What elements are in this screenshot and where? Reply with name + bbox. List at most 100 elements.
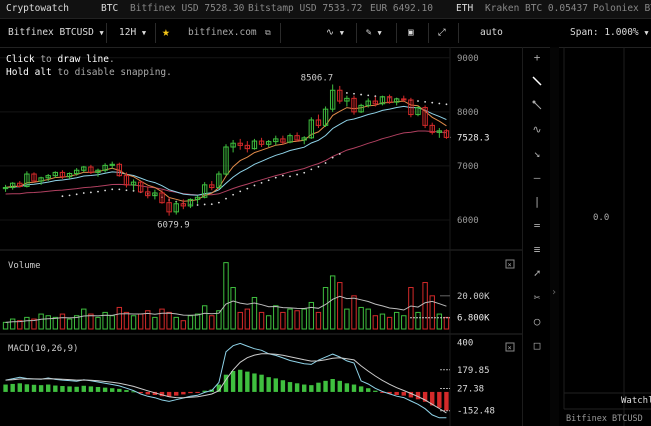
screenshot-icon[interactable]: ▣ xyxy=(408,27,414,38)
hint-text: to xyxy=(34,54,58,65)
ticker-item[interactable]: EUR 6492.10 xyxy=(370,3,433,14)
macd-histogram-bar xyxy=(394,391,399,395)
macd-histogram-bar xyxy=(159,391,165,397)
macd-histogram-bar xyxy=(202,390,207,392)
candle-body xyxy=(393,98,400,103)
psar-dot xyxy=(125,189,128,192)
chevron-down-icon: ▼ xyxy=(644,29,649,37)
candle-body xyxy=(301,137,307,141)
volume-bar xyxy=(194,313,201,330)
candle-body xyxy=(244,144,251,150)
candle-body xyxy=(187,198,194,207)
macd-histogram-bar xyxy=(380,391,385,393)
exchange-link[interactable]: bitfinex.com xyxy=(188,27,257,38)
volume-bar xyxy=(180,320,187,330)
fullscreen-icon[interactable]: ⤢ xyxy=(438,27,446,38)
candle-body xyxy=(386,96,393,103)
drawing-tool-selector[interactable]: ✎ ▼ xyxy=(366,19,382,47)
volume-bar xyxy=(102,311,108,330)
watchlist-tab[interactable]: Watchl xyxy=(621,396,651,406)
external-link-icon[interactable]: ⧉ xyxy=(265,28,271,37)
market-selector[interactable]: Bitfinex BTCUSD ▼ xyxy=(8,19,104,47)
ticker-item[interactable]: Poloniex BTC xyxy=(593,3,651,14)
panel-splitter[interactable]: › xyxy=(550,47,559,426)
chevron-down-icon: ▼ xyxy=(339,29,344,37)
candle-body xyxy=(24,173,30,187)
candle-body xyxy=(265,141,272,145)
candle-body xyxy=(273,138,279,143)
ticker-item[interactable]: Kraken BTC 0.05437 xyxy=(485,3,588,14)
depth-value-label: 0.0 xyxy=(593,213,609,223)
volume-bar xyxy=(159,308,165,330)
ticker-item[interactable]: Bitfinex USD 7528.30 xyxy=(130,3,245,14)
macd-histogram-bar xyxy=(437,391,442,408)
candle-body xyxy=(123,175,130,186)
close-icon xyxy=(505,342,515,352)
ray-tool-icon[interactable] xyxy=(529,99,545,113)
macd-histogram-bar xyxy=(401,391,406,396)
volume-bar xyxy=(59,313,66,330)
volume-bar xyxy=(209,315,215,330)
scale-selector[interactable]: auto xyxy=(480,27,503,38)
macd-histogram-bar xyxy=(316,382,321,392)
curve-tool-icon[interactable]: ∿ xyxy=(532,123,542,136)
arrow-tool-icon[interactable]: ↘ xyxy=(533,147,541,160)
line-tool-icon[interactable] xyxy=(529,75,545,89)
rectangle-tool-icon[interactable]: □ xyxy=(533,339,541,352)
chevron-right-icon[interactable]: › xyxy=(551,287,558,298)
macd-histogram-bar xyxy=(95,387,101,392)
psar-dot xyxy=(445,103,448,106)
macd-histogram-bar xyxy=(366,388,371,392)
candle-body xyxy=(358,104,364,113)
crosshair-icon[interactable]: + xyxy=(533,51,541,64)
interval-selector[interactable]: 12H ▼ xyxy=(119,19,146,47)
macd-histogram-bar xyxy=(337,380,342,392)
price-tick-label: 6000 xyxy=(457,216,479,226)
divider xyxy=(356,23,357,43)
horizontal-line-icon[interactable]: — xyxy=(533,171,541,184)
close-icon-glyph: × xyxy=(508,261,512,269)
candle-body xyxy=(415,107,421,116)
psar-dot xyxy=(267,179,270,182)
star-icon[interactable]: ★ xyxy=(162,25,170,40)
volume-title: Volume xyxy=(8,261,41,271)
psar-dot xyxy=(417,100,419,102)
volume-bar xyxy=(201,305,208,330)
candle-body xyxy=(401,98,407,101)
toolbar-spacer xyxy=(520,19,559,48)
candle-body xyxy=(223,146,229,175)
circle-tool-icon[interactable]: ○ xyxy=(533,315,541,328)
candle-body xyxy=(201,184,208,198)
candle-body xyxy=(280,138,286,143)
divider xyxy=(458,23,459,43)
psar-dot xyxy=(324,162,327,164)
scissors-icon[interactable]: ✂ xyxy=(533,291,541,304)
close-icon-glyph: × xyxy=(508,344,512,352)
vertical-line-icon[interactable]: | xyxy=(533,195,541,208)
macd-histogram-bar xyxy=(266,377,271,392)
psar-dot xyxy=(281,174,284,177)
fibonacci-icon[interactable]: ≡ xyxy=(533,243,541,256)
volume-bar xyxy=(166,311,172,330)
candle-body xyxy=(130,181,137,186)
candle-body xyxy=(329,89,336,110)
macd-histogram-bar xyxy=(422,391,428,402)
macd-histogram-bar xyxy=(216,384,222,392)
span-selector[interactable]: Span: 1.000% ▼ xyxy=(570,19,649,47)
span-label: Span: 1.000% xyxy=(570,27,639,38)
candle-body xyxy=(443,130,450,138)
price-chart[interactable]: 9000 8000 7000 6000 7528.3 8506.7 6079.9 Volume… xyxy=(0,47,522,426)
macd-histogram-bar xyxy=(323,380,328,392)
candle-body xyxy=(52,171,59,177)
chart-type-selector[interactable]: ∿ ▼ xyxy=(326,19,344,47)
channel-tool-icon[interactable]: = xyxy=(533,219,541,232)
ticker-item[interactable]: Bitstamp USD 7533.72 xyxy=(248,3,363,14)
watchlist-market-label[interactable]: Bitfinex BTCUSD xyxy=(566,414,643,424)
ticker-group-btc[interactable]: BTC xyxy=(101,3,119,14)
pointer-icon[interactable]: ➚ xyxy=(533,267,541,280)
brand-logo[interactable]: Cryptowatch xyxy=(6,3,69,14)
ticker-group-eth[interactable]: ETH xyxy=(456,3,474,14)
macd-histogram-bar xyxy=(53,385,58,392)
volume-bar xyxy=(365,308,371,330)
line-chart-icon: ∿ xyxy=(326,27,334,38)
